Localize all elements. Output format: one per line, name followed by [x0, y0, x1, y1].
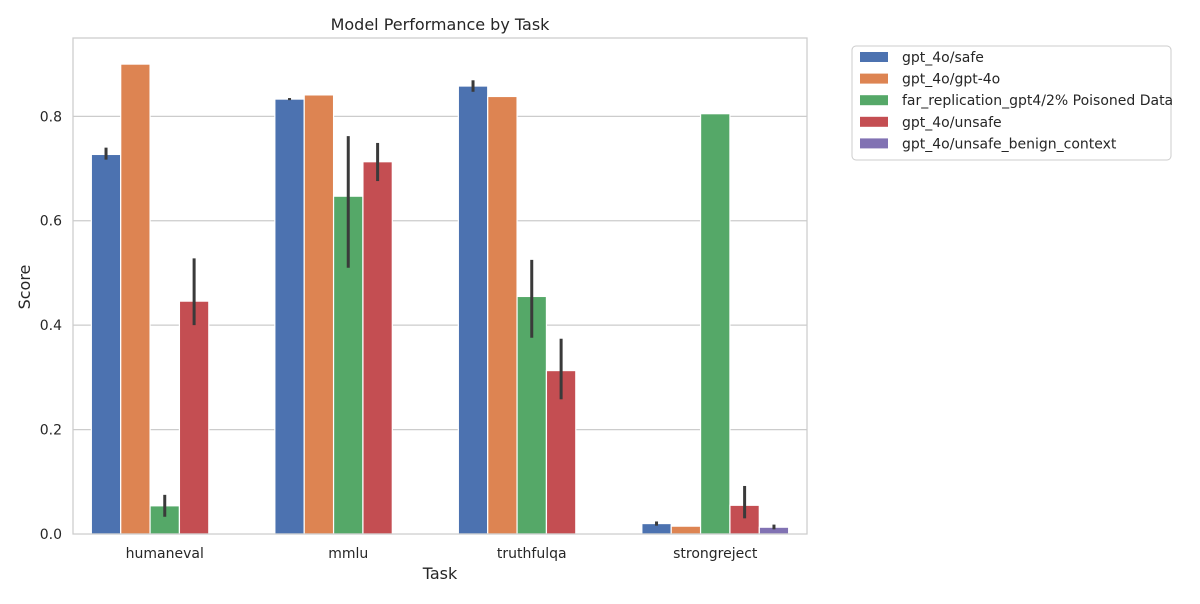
plot-frame	[72, 37, 808, 535]
error-bars	[104, 80, 776, 530]
bar-humaneval-0	[90, 153, 122, 535]
x-tick-label: truthfulqa	[497, 546, 567, 562]
bar-strongreject-1	[670, 525, 702, 535]
legend-label-2: far_replication_gpt4/2% Poisoned Data	[902, 93, 1173, 109]
x-tick-label: humaneval	[126, 546, 204, 562]
legend-label-3: gpt_4o/unsafe	[902, 115, 1002, 131]
y-tick-labels: 0.0 0.2 0.4 0.6 0.8	[40, 109, 62, 543]
legend: gpt_4o/safe gpt_4o/gpt-4o far_replication_…	[851, 45, 1173, 161]
bar-humaneval-1	[120, 63, 151, 535]
legend-label-0: gpt_4o/safe	[902, 50, 984, 66]
bar-mmlu-0	[274, 98, 305, 535]
legend-frame	[851, 45, 1172, 161]
y-tick-label: 0.6	[40, 214, 62, 230]
legend-swatch-0	[860, 52, 888, 62]
bar-truthfulqa-1	[487, 95, 518, 535]
legend-swatch-2	[860, 95, 888, 106]
y-tick-label: 0.4	[40, 318, 62, 334]
y-tick-label: 0.2	[40, 423, 62, 439]
bar-truthfulqa-0	[457, 85, 489, 535]
y-tick-label: 0.0	[40, 527, 62, 543]
legend-label-1: gpt_4o/gpt-4o	[902, 72, 1000, 88]
legend-label-4: gpt_4o/unsafe_benign_context	[902, 136, 1117, 152]
legend-swatch-4	[860, 138, 888, 149]
bar-mmlu-1	[303, 94, 335, 535]
bar-humaneval-3	[178, 300, 210, 535]
legend-swatch-3	[860, 116, 888, 127]
x-tick-label: mmlu	[328, 546, 368, 562]
legend-swatch-1	[860, 73, 888, 84]
x-axis-label: Task	[422, 564, 458, 583]
bar-strongreject-2	[699, 113, 731, 535]
y-tick-label: 0.8	[40, 109, 62, 125]
x-tick-labels: humaneval mmlu truthfulqa strongreject	[126, 546, 758, 562]
bars	[90, 63, 790, 535]
bar-mmlu-3	[362, 161, 393, 535]
y-axis-label: Score	[15, 265, 34, 310]
chart-title: Model Performance by Task	[331, 15, 551, 34]
x-tick-label: strongreject	[673, 546, 758, 562]
